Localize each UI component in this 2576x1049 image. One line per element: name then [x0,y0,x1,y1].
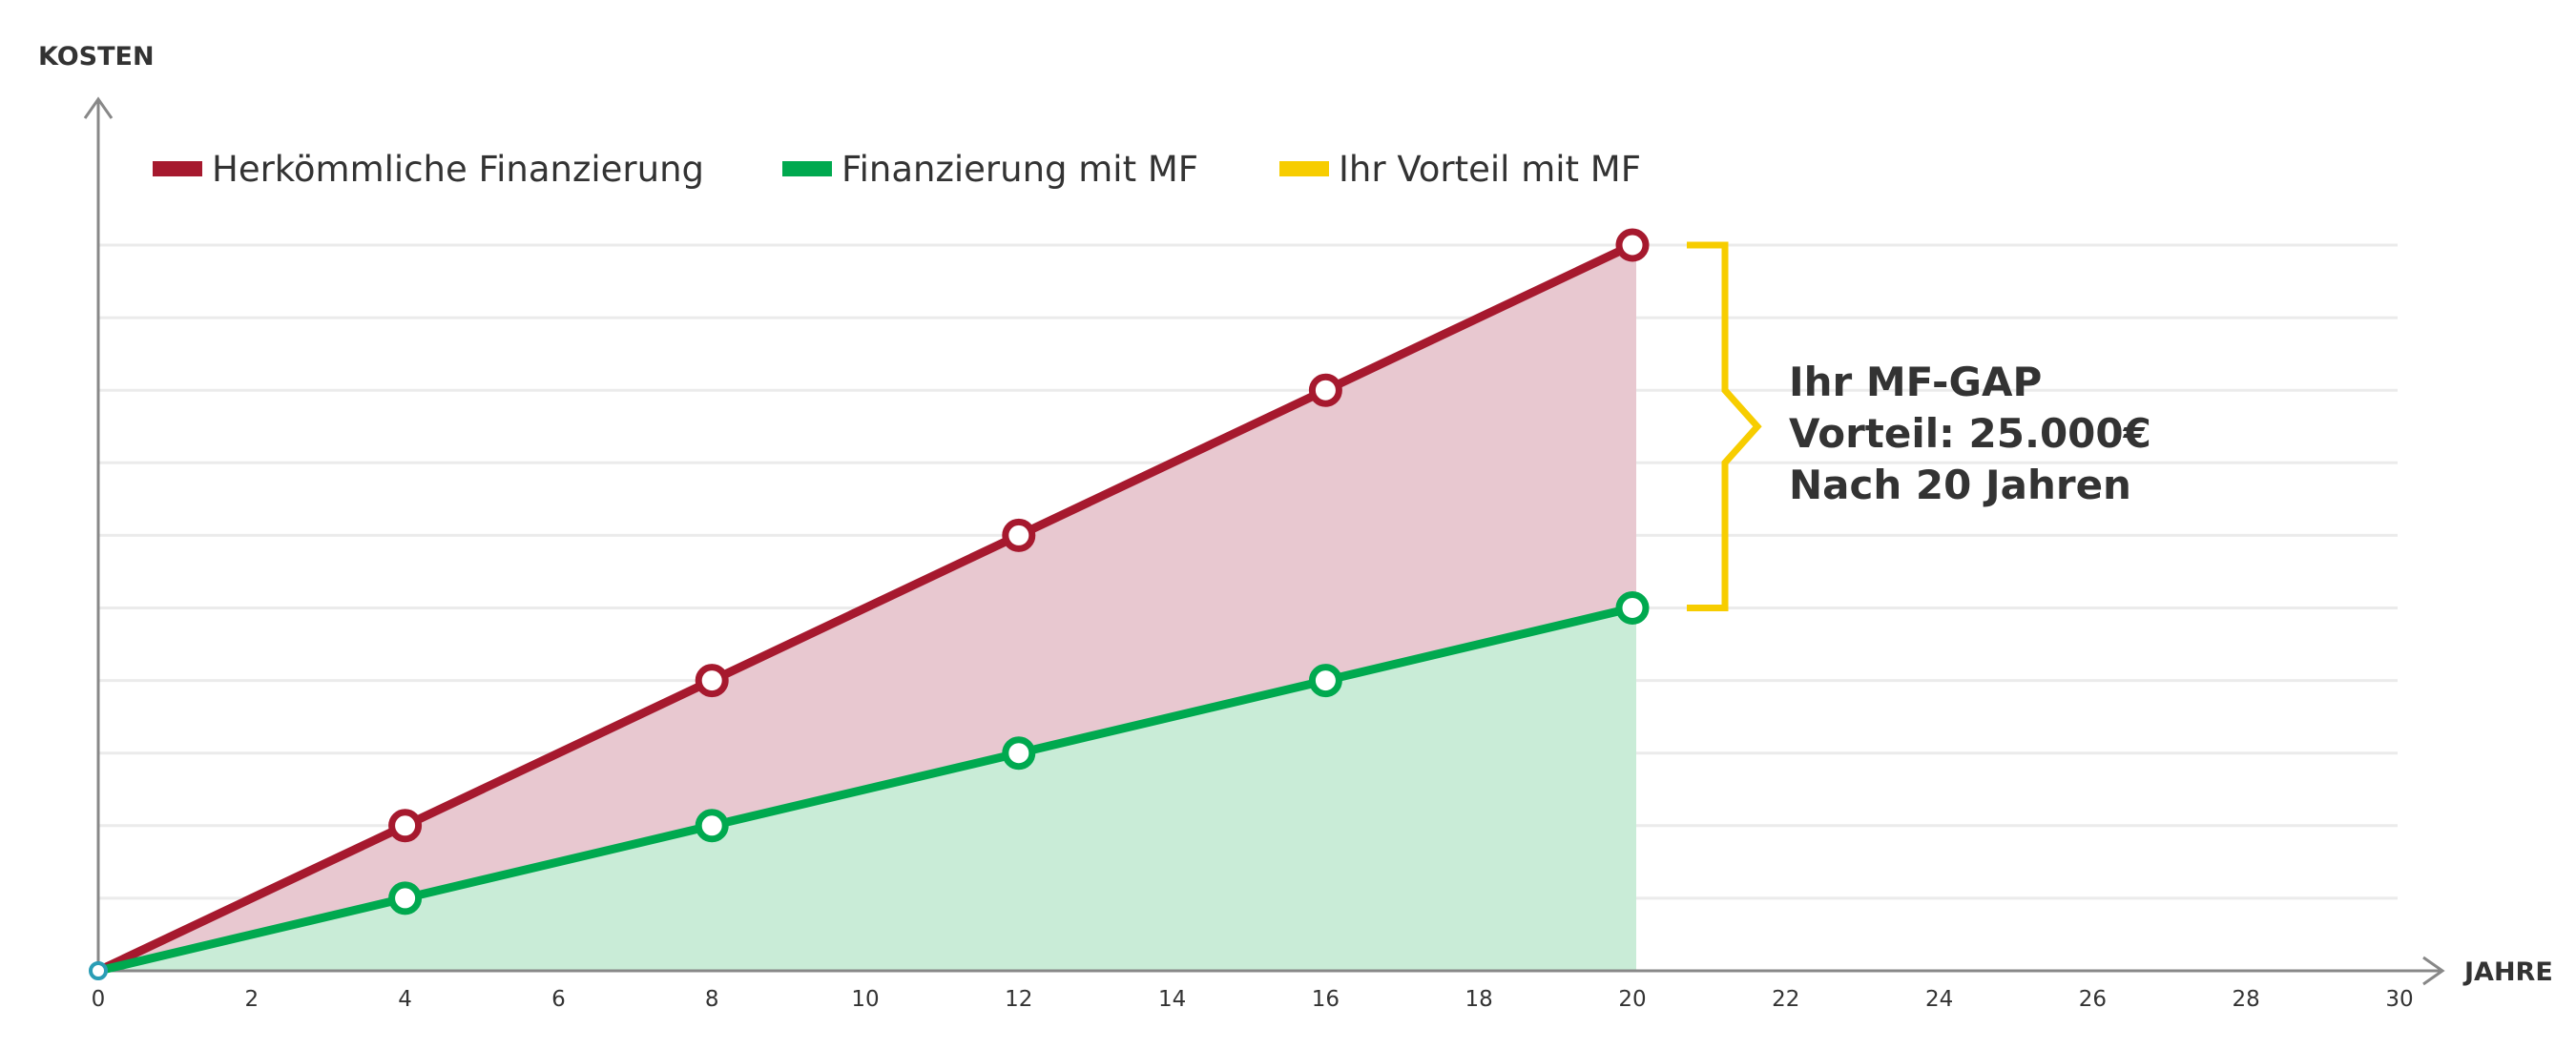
x-tick-label: 28 [2233,987,2260,1012]
x-tick-label: 30 [2385,987,2413,1012]
series-1-point [1615,228,1650,262]
legend-swatch-3 [1279,161,1329,176]
x-tick-label: 18 [1465,987,1493,1012]
series-2-point [695,809,729,843]
series-2-point [1615,591,1650,625]
x-tick-label: 6 [551,987,566,1012]
axes: KOSTEN JAHRE [38,42,2553,987]
legend-swatch-2 [782,161,832,176]
series-2-point [1308,664,1342,698]
x-tick-label: 26 [2079,987,2107,1012]
legend-label-3: Ihr Vorteil mit MF [1339,149,1641,190]
gap-annotation: Ihr MF-GAP Vorteil: 25.000€ Nach 20 Jahren [1687,241,2151,611]
legend-swatch-1 [153,161,202,176]
series-2-point [1002,736,1036,771]
series-1-point [695,664,729,698]
x-tick-label: 8 [705,987,719,1012]
legend: Herkömmliche Finanzierung Finanzierung mi… [153,149,1641,190]
series-line-2 [93,604,1637,976]
series-1-point [388,809,423,843]
y-axis-title: KOSTEN [38,42,155,72]
x-tick-label: 20 [1618,987,1646,1012]
legend-label-1: Herkömmliche Finanzierung [212,149,704,190]
x-tick-label: 22 [1772,987,1799,1012]
x-axis-title: JAHRE [2462,957,2553,987]
gap-annotation-line-3: Nach 20 Jahren [1789,462,2131,508]
gap-annotation-line-1: Ihr MF-GAP [1789,359,2042,405]
x-tick-label: 4 [398,987,412,1012]
series-1-point [1308,373,1342,407]
gap-annotation-line-2: Vorteil: 25.000€ [1789,410,2151,457]
x-tick-label: 14 [1158,987,1186,1012]
x-tick-label: 24 [1925,987,1953,1012]
gap-bracket [1687,241,1762,611]
series-line-1 [93,240,1637,976]
x-tick-label: 12 [1005,987,1032,1012]
series-2-point [388,881,423,915]
x-axis-ticks: 0 2 4 6 8 10 12 14 16 18 20 22 24 26 28 30 [92,987,2414,1012]
series-1-point [1002,518,1036,552]
legend-label-2: Finanzierung mit MF [841,149,1198,190]
series-lines [93,240,1637,976]
x-tick-label: 0 [92,987,106,1012]
origin-point [89,961,108,980]
x-tick-label: 2 [244,987,259,1012]
x-axis-arrowhead [2422,956,2445,986]
series-markers [89,228,1650,980]
x-tick-label: 16 [1312,987,1340,1012]
y-axis-arrowhead [83,96,114,119]
x-tick-label: 10 [851,987,879,1012]
